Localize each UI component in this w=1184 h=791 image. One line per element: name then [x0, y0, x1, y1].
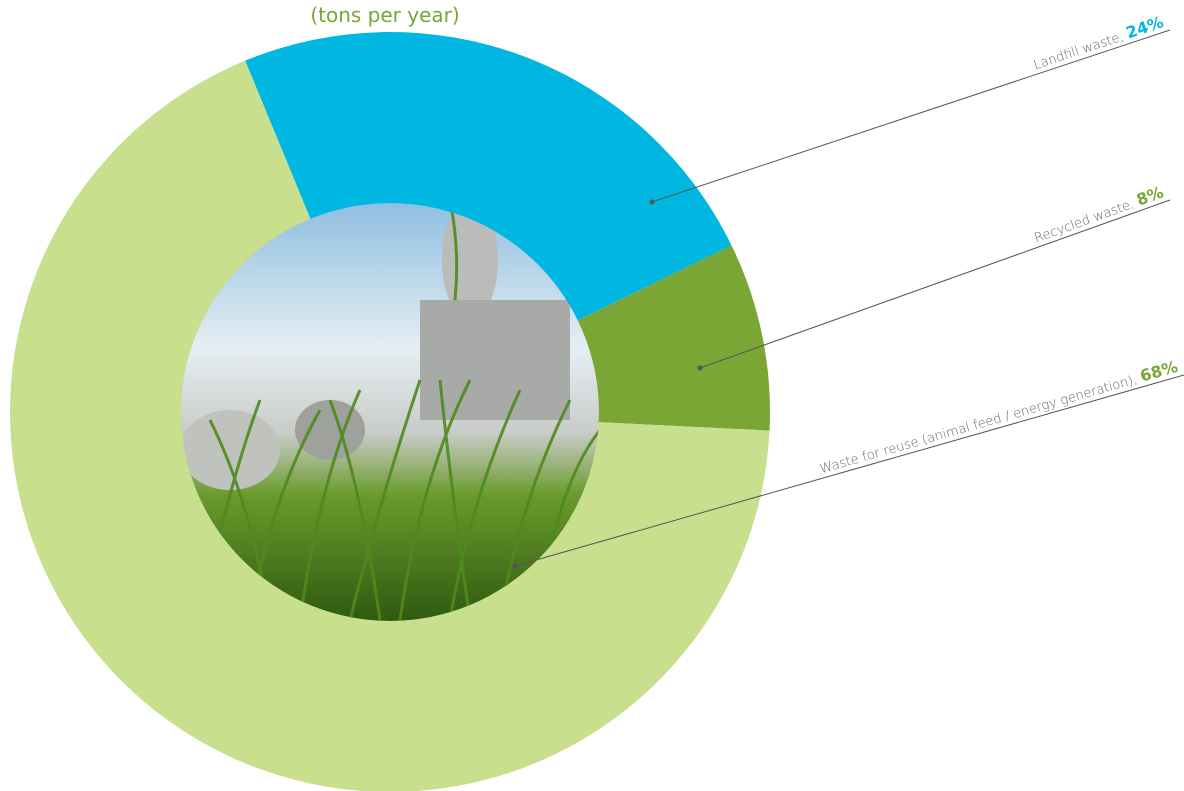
- leader-line: [699, 199, 1171, 369]
- leader-line: [651, 29, 1171, 203]
- leader-dot: [649, 199, 655, 205]
- category-label: Recycled waste,: [1032, 197, 1136, 246]
- category-label: Waste for reuse (animal feed / energy ge…: [818, 372, 1139, 477]
- center-photo: [181, 203, 599, 621]
- slice-label: Waste for reuse (animal feed / energy ge…: [817, 357, 1180, 477]
- slice-label: Landfill waste, 24%: [1031, 12, 1166, 73]
- slice-label: Recycled waste, 8%: [1031, 183, 1166, 247]
- value-label: 8%: [1134, 183, 1166, 210]
- leader-line: [514, 374, 1184, 567]
- value-label: 68%: [1138, 357, 1180, 386]
- value-label: 24%: [1124, 12, 1166, 42]
- leader-dot: [512, 563, 518, 569]
- chart-title: (tons per year): [310, 3, 459, 27]
- leader-dot: [697, 365, 703, 371]
- category-label: Landfill waste,: [1032, 29, 1126, 73]
